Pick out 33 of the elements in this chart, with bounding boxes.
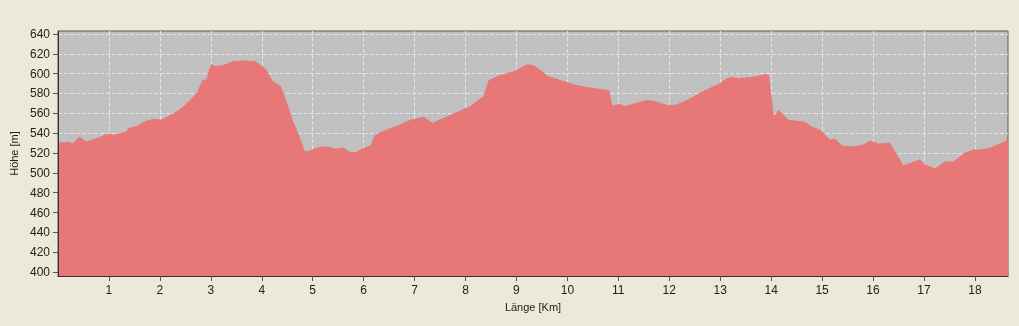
x-tick-label: 18 [968,283,982,297]
y-tick-label: 440 [29,225,51,240]
y-tick-label: 600 [29,66,51,81]
x-tick-label: 15 [815,283,830,297]
x-tick-label: 8 [462,283,470,297]
y-tick-label: 540 [29,126,51,141]
y-tick-label: 400 [29,265,51,280]
x-tick-label: 3 [207,283,215,297]
x-tick-label: 11 [612,283,625,297]
x-tick-label: 13 [713,283,728,297]
x-tick-label: 12 [662,283,677,297]
x-tick-label: 2 [156,283,164,297]
x-tick-label: 7 [411,283,419,297]
y-tick-label: 500 [29,165,51,180]
x-tick-label: 5 [309,283,317,297]
x-tick-label: 1 [105,283,113,297]
x-tick-label: 10 [560,283,575,297]
y-tick-label: 520 [29,146,51,160]
y-tick-label: 480 [29,185,51,200]
x-tick-label: 16 [866,283,881,297]
x-tick-label: 6 [360,283,368,297]
y-axis-title: Höhe [m] [7,131,20,176]
y-tick-label: 460 [29,205,51,220]
x-tick-label: 17 [917,283,931,297]
y-tick-label: 640 [29,26,51,41]
x-tick-label: 9 [513,283,521,297]
y-tick-label: 560 [29,106,51,121]
x-tick-label: 4 [258,283,266,297]
x-tick-label: 14 [764,283,779,297]
y-tick-label: 620 [29,46,51,61]
x-axis-title: Länge [Km] [504,300,562,313]
y-tick-label: 420 [29,245,51,260]
y-tick-label: 580 [29,86,51,101]
